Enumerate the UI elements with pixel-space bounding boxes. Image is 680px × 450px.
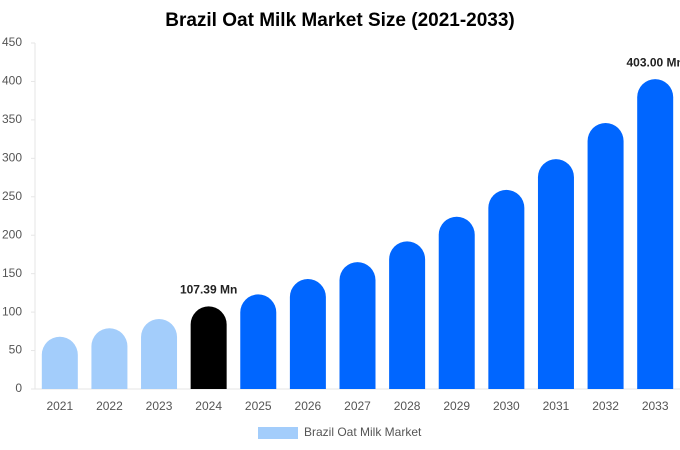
bar — [91, 328, 128, 389]
bar — [240, 294, 277, 389]
bar — [389, 241, 426, 389]
x-tick-label: 2024 — [195, 399, 222, 413]
y-tick-label: 450 — [2, 35, 22, 49]
y-tick-label: 250 — [2, 189, 22, 203]
value-label: 107.39 Mn — [180, 283, 237, 297]
bar — [438, 216, 475, 389]
y-tick-label: 150 — [2, 266, 22, 280]
bar — [488, 189, 525, 389]
bar — [141, 319, 178, 389]
y-tick-label: 50 — [9, 343, 23, 357]
y-tick-label: 200 — [2, 227, 22, 241]
bar — [190, 306, 227, 389]
x-tick-label: 2021 — [46, 399, 73, 413]
y-tick-label: 0 — [15, 381, 22, 395]
y-tick-label: 300 — [2, 151, 22, 165]
value-label: 403.00 Mn — [627, 55, 680, 69]
x-tick-label: 2026 — [295, 399, 322, 413]
legend-label: Brazil Oat Milk Market — [304, 425, 422, 439]
y-tick-label: 400 — [2, 74, 22, 88]
x-tick-label: 2033 — [642, 399, 669, 413]
x-tick-label: 2029 — [443, 399, 470, 413]
bar — [587, 122, 624, 390]
legend-swatch — [258, 427, 298, 439]
y-tick-label: 100 — [2, 304, 22, 318]
x-tick-label: 2032 — [592, 399, 619, 413]
bar — [537, 159, 574, 389]
x-tick-label: 2023 — [146, 399, 173, 413]
x-tick-label: 2028 — [394, 399, 421, 413]
bar — [289, 279, 326, 389]
bar — [637, 79, 674, 389]
x-tick-label: 2030 — [493, 399, 520, 413]
x-tick-label: 2022 — [96, 399, 123, 413]
chart-title: Brazil Oat Milk Market Size (2021-2033) — [165, 10, 515, 31]
bar — [41, 336, 78, 389]
y-tick-label: 350 — [2, 112, 22, 126]
x-tick-label: 2025 — [245, 399, 272, 413]
x-tick-label: 2027 — [344, 399, 371, 413]
bar — [339, 262, 376, 389]
x-tick-label: 2031 — [543, 399, 570, 413]
